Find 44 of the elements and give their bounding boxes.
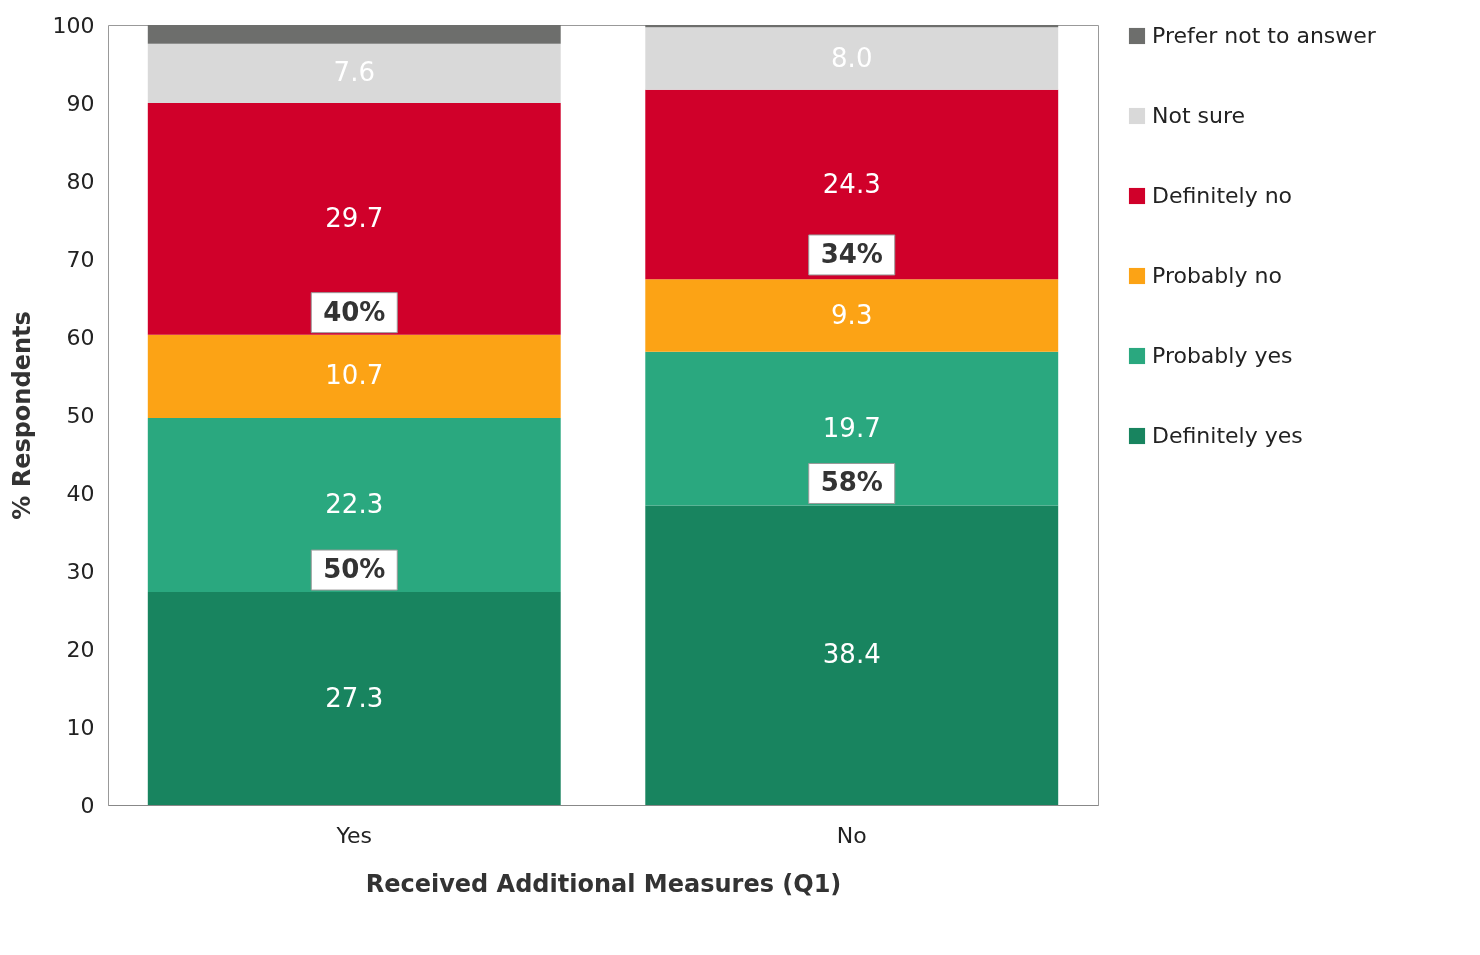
y-axis-title: % Respondents — [7, 311, 36, 520]
bar — [147, 43, 561, 103]
legend-label: Definitely no — [1152, 183, 1293, 208]
legend-label: Probably no — [1152, 263, 1282, 288]
bar — [645, 89, 1059, 280]
annotation: 34% — [820, 238, 883, 269]
y-tick-label: 30 — [66, 558, 95, 584]
legend-label: Prefer not to answer — [1152, 23, 1377, 48]
bar — [147, 25, 561, 44]
bar — [645, 279, 1059, 352]
data-label: 24.3 — [822, 168, 881, 199]
bar — [147, 592, 561, 805]
x-axis-title: Received Additional Measures (Q1) — [365, 869, 842, 898]
annotation: 50% — [323, 554, 386, 585]
bar — [645, 505, 1059, 805]
x-tick-label: Yes — [335, 822, 373, 848]
y-tick-label: 40 — [66, 480, 95, 506]
y-tick-label: 90 — [66, 90, 95, 116]
bar — [147, 418, 561, 593]
y-tick-label: 60 — [66, 324, 95, 350]
legend-label: Not sure — [1152, 103, 1246, 128]
legend-label: Definitely yes — [1152, 423, 1303, 448]
annotation: 58% — [820, 467, 883, 498]
y-tick-label: 50 — [66, 402, 95, 428]
y-tick-label: 70 — [66, 246, 95, 272]
data-label: 22.3 — [325, 489, 384, 520]
y-tick-label: 20 — [66, 636, 95, 662]
data-label: 9.3 — [831, 299, 873, 330]
bar — [147, 103, 561, 335]
bar — [645, 351, 1059, 506]
y-tick-label: 100 — [52, 12, 95, 38]
bar — [147, 334, 561, 419]
data-label: 29.7 — [325, 202, 384, 233]
data-label: 10.7 — [325, 360, 384, 391]
y-tick-label: 0 — [80, 792, 95, 818]
y-tick-label: 80 — [66, 168, 95, 194]
data-label: 27.3 — [325, 682, 384, 713]
data-label: 19.7 — [822, 412, 881, 443]
y-tick-label: 10 — [66, 714, 95, 740]
legend-label: Probably yes — [1152, 343, 1293, 368]
x-tick-label: No — [836, 822, 867, 848]
data-label: 38.4 — [822, 639, 881, 670]
bar — [645, 27, 1059, 90]
annotation: 40% — [323, 296, 386, 327]
